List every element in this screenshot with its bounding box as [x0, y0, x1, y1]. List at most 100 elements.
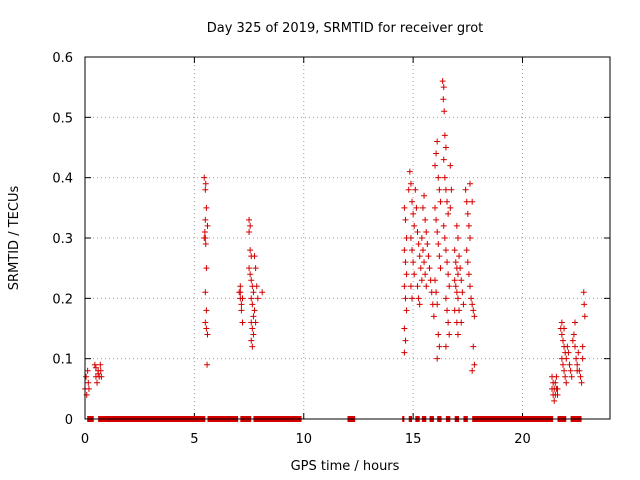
data-point [401, 204, 408, 211]
data-point [424, 241, 431, 248]
data-point [250, 313, 257, 320]
data-point [573, 355, 580, 362]
data-point [559, 361, 566, 368]
data-point [453, 289, 460, 296]
data-point [422, 271, 429, 278]
data-point [440, 156, 447, 163]
chart-title: Day 325 of 2019, SRMTID for receiver gro… [207, 21, 484, 36]
data-point [94, 379, 101, 386]
data-point [453, 222, 460, 229]
data-point [563, 379, 570, 386]
data-point [462, 186, 469, 193]
data-point [419, 247, 426, 254]
data-point [202, 216, 209, 223]
data-points [82, 78, 588, 404]
data-point [435, 331, 442, 338]
data-point [434, 355, 441, 362]
data-point [259, 289, 266, 296]
data-point [439, 78, 446, 85]
data-point [454, 331, 461, 338]
data-point [204, 331, 211, 338]
data-point [441, 108, 448, 115]
data-point [423, 228, 430, 235]
data-point [433, 216, 440, 223]
data-point [421, 192, 428, 199]
data-point [470, 307, 477, 314]
x-tick-label: 10 [295, 432, 312, 447]
axis-ticks [84, 56, 610, 420]
data-point [409, 247, 416, 254]
data-point [415, 241, 422, 248]
data-point [468, 295, 475, 302]
data-point [250, 331, 257, 338]
data-point [569, 337, 576, 344]
data-point [253, 283, 260, 290]
data-point [202, 186, 209, 193]
data-point [252, 265, 259, 272]
data-point [451, 277, 458, 284]
data-point [251, 307, 258, 314]
data-point [434, 138, 441, 145]
data-point [445, 319, 452, 326]
data-point [419, 204, 426, 211]
data-point [579, 355, 586, 362]
data-point [464, 259, 471, 266]
data-point [247, 222, 254, 229]
y-tick-labels: 0 0.1 0.2 0.3 0.4 0.5 0.6 [52, 51, 73, 428]
data-point [97, 361, 104, 368]
data-point [445, 210, 452, 217]
data-point [407, 180, 414, 187]
data-point [441, 235, 448, 241]
data-point [248, 337, 255, 344]
data-point [459, 289, 466, 296]
data-point [433, 150, 440, 157]
data-point [204, 222, 211, 229]
data-point [416, 253, 423, 260]
data-point [577, 373, 584, 380]
data-point [423, 283, 430, 290]
data-point [581, 301, 588, 308]
data-point [433, 289, 440, 296]
data-point [84, 367, 91, 374]
data-point [250, 289, 257, 296]
data-point [421, 259, 428, 266]
data-point [454, 235, 461, 241]
data-point [448, 186, 455, 193]
data-point [554, 385, 561, 392]
data-point [469, 367, 476, 374]
data-point [467, 235, 473, 241]
data-point [561, 367, 568, 374]
data-point [422, 216, 429, 223]
data-point [460, 301, 467, 308]
data-point [435, 174, 442, 181]
data-point [458, 319, 465, 326]
data-point [401, 283, 408, 290]
data-point [203, 204, 210, 211]
y-tick-label: 0.4 [52, 172, 73, 187]
data-point [248, 295, 255, 302]
data-point [402, 259, 409, 266]
data-point [249, 343, 256, 350]
data-point [579, 343, 586, 350]
data-point [441, 174, 448, 181]
data-point [436, 253, 443, 260]
data-point [441, 132, 448, 139]
data-point [249, 325, 256, 332]
data-point [566, 361, 573, 368]
data-point [403, 307, 410, 314]
data-point [465, 222, 472, 229]
data-point [568, 373, 575, 380]
data-point [442, 144, 449, 151]
data-point [580, 289, 587, 296]
data-point [411, 271, 418, 278]
data-point [463, 198, 470, 205]
data-point [249, 301, 256, 308]
data-point [97, 367, 104, 374]
data-point [434, 228, 441, 235]
data-point [201, 174, 208, 181]
y-tick-label: 0 [65, 413, 73, 428]
data-point [403, 271, 410, 278]
data-point [202, 241, 209, 248]
data-point [454, 295, 461, 302]
data-point [246, 265, 253, 272]
